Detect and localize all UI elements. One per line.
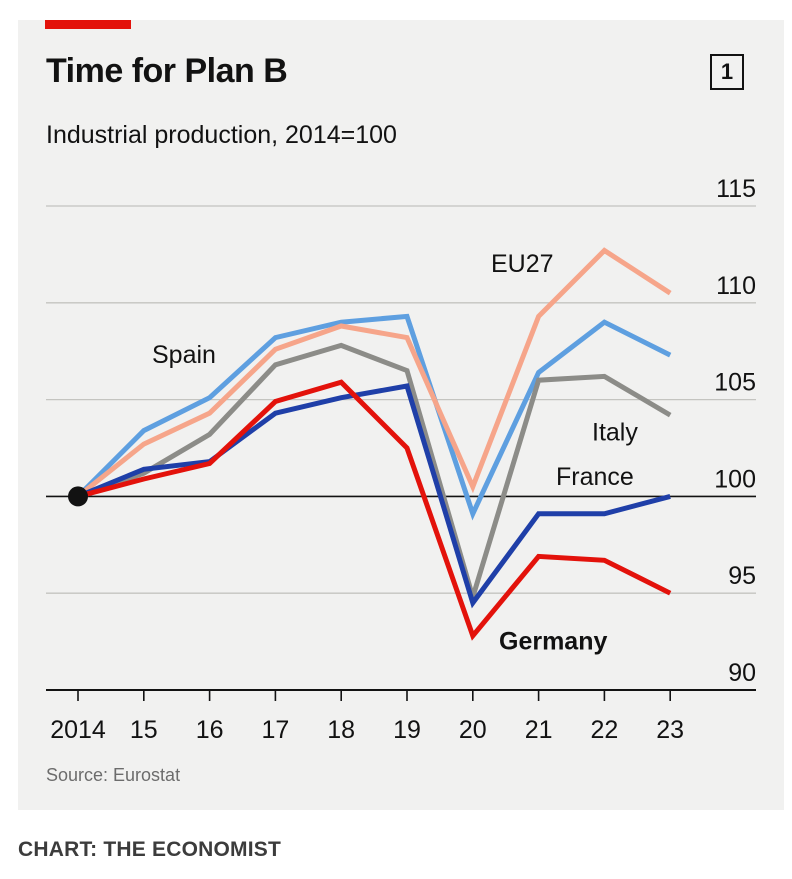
x-tick-label-2021: 21	[525, 716, 553, 744]
y-tick-label-110: 110	[716, 272, 756, 300]
x-tick-label-2022: 22	[590, 716, 618, 744]
chart-title: Time for Plan B	[46, 52, 288, 90]
x-tick-label-2017: 17	[261, 716, 289, 744]
x-tick-label-2015: 15	[130, 716, 158, 744]
series-label-spain: Spain	[152, 341, 216, 369]
x-tick-label-2020: 20	[459, 716, 487, 744]
x-tick-label-2016: 16	[196, 716, 224, 744]
chart-panel	[18, 20, 784, 810]
y-tick-label-105: 105	[714, 369, 756, 397]
y-tick-label-115: 115	[716, 175, 756, 203]
series-line-eu27	[76, 247, 672, 499]
brand-red-bar	[45, 20, 131, 29]
x-tick-label-2014: 2014	[50, 716, 106, 744]
series-line-germany	[77, 379, 672, 641]
y-tick-label-100: 100	[714, 465, 756, 493]
chart-subtitle: Industrial production, 2014=100	[46, 121, 397, 149]
series-label-eu27: EU27	[491, 250, 554, 278]
chart-credit: CHART: THE ECONOMIST	[18, 838, 281, 861]
gridlines	[46, 205, 756, 691]
y-axis-ticks: 90 95 100 105 110 115	[714, 175, 756, 687]
source-note: Source: Eurostat	[46, 765, 181, 785]
series-lines	[68, 247, 672, 641]
series-labels: Spain EU27 Italy France Germany	[152, 250, 638, 656]
x-axis: 2014 15 16 17 18 19 20 21 22 23	[50, 690, 684, 744]
series-line-spain	[76, 313, 672, 521]
chart-number-badge: 1	[710, 54, 744, 90]
series-label-france: France	[556, 463, 634, 491]
x-tick-label-2023: 23	[656, 716, 684, 744]
series-line-italy	[77, 342, 672, 606]
series-label-italy: Italy	[592, 418, 638, 446]
index-base-dot	[68, 486, 88, 507]
x-tick-label-2019: 19	[393, 716, 421, 744]
y-tick-label-90: 90	[728, 659, 756, 687]
series-line-france	[77, 383, 671, 609]
y-tick-label-95: 95	[728, 562, 756, 590]
x-tick-label-2018: 18	[327, 716, 355, 744]
series-label-germany: Germany	[499, 627, 607, 655]
